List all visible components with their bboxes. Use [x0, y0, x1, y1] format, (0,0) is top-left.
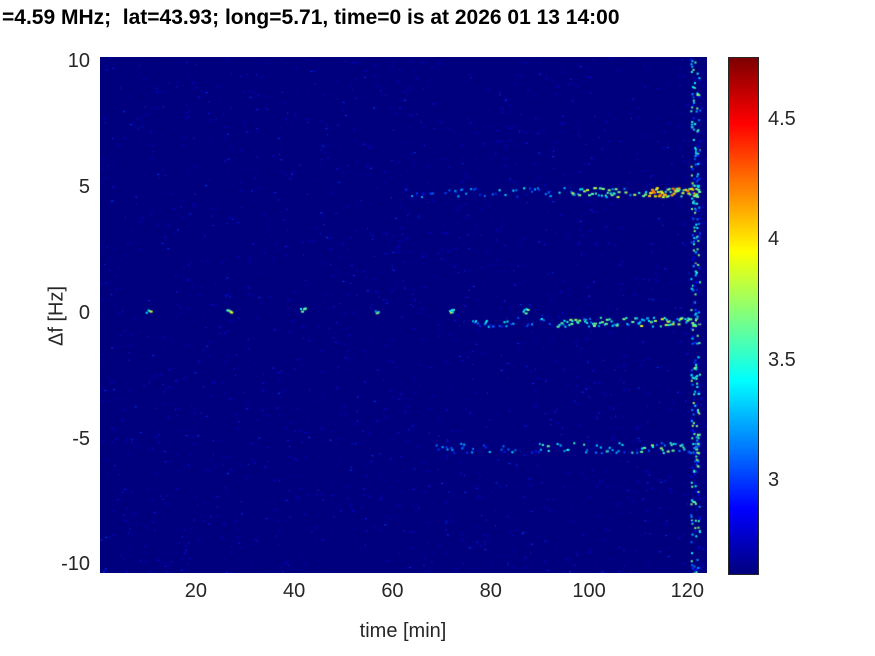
colorbar [728, 57, 759, 575]
chart-title: =4.59 MHz; lat=43.93; long=5.71, time=0 … [2, 6, 620, 29]
x-axis-label: time [min] [359, 620, 447, 642]
colorbar-tick-label: 3.5 [768, 348, 796, 371]
x-tick-label: 80 [479, 580, 502, 602]
y-tick-label: 10 [67, 50, 90, 73]
y-tick-label: -10 [61, 553, 90, 576]
x-tick-label: 100 [572, 580, 606, 602]
heatmap-plot [100, 57, 707, 573]
x-tick-label: 120 [670, 580, 705, 602]
colorbar-tick-label: 4.5 [768, 107, 796, 130]
x-tick-label: 60 [381, 580, 404, 602]
y-tick-label: 0 [78, 301, 90, 324]
x-tick-label: 20 [184, 580, 207, 602]
y-tick-label: -5 [72, 427, 90, 450]
y-tick-label: 5 [78, 175, 90, 198]
x-tick-label: 40 [283, 580, 306, 602]
colorbar-tick-label: 4 [768, 228, 780, 251]
colorbar-tick-label: 3 [768, 469, 780, 492]
